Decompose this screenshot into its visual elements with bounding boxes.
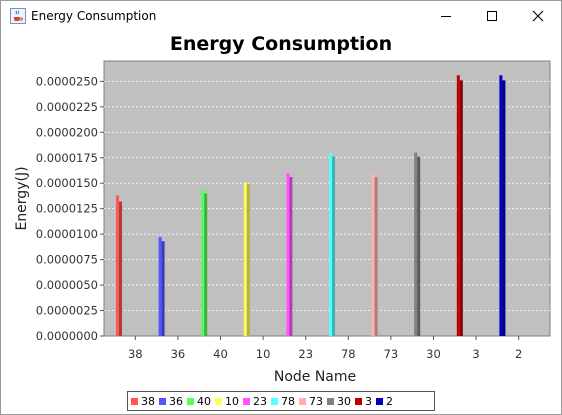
bar-2-pair (502, 80, 506, 336)
bar-78-pair (332, 156, 335, 336)
bar-73 (371, 173, 375, 336)
legend-label: 2 (386, 394, 393, 408)
bar-30 (414, 152, 418, 336)
bar-73-pair (374, 177, 378, 336)
bar-40 (201, 189, 205, 336)
legend-item-30: 30 (327, 395, 351, 408)
bar-40-pair (204, 193, 208, 336)
x-tick-label: 2 (515, 347, 522, 361)
y-tick-label: 0.0000075 (36, 253, 98, 267)
legend-swatch (187, 397, 194, 405)
x-tick-label: 78 (341, 347, 356, 361)
legend-label: 40 (197, 394, 211, 408)
legend-label: 78 (281, 394, 295, 408)
x-tick-label: 10 (256, 347, 271, 361)
y-tick-label: 0.0000125 (36, 202, 98, 216)
y-tick-label: 0.0000000 (36, 329, 98, 343)
legend-label: 38 (141, 394, 155, 408)
legend-swatch (299, 397, 306, 405)
bar-36 (158, 237, 162, 336)
x-tick-label: 30 (426, 347, 441, 361)
y-tick-label: 0.0000150 (36, 176, 98, 190)
legend-item-40: 40 (187, 395, 211, 408)
bar-30-pair (417, 156, 421, 336)
bar-2 (499, 75, 503, 336)
legend-item-38: 38 (131, 395, 155, 408)
x-tick-label: 3 (472, 347, 479, 361)
legend-swatch (271, 397, 278, 405)
x-tick-label: 40 (213, 347, 228, 361)
legend-swatch (376, 397, 383, 405)
chart-legend: 38 36 40 10 23 78 73 30 3 2 (127, 391, 435, 411)
legend-swatch (243, 397, 250, 405)
bar-38 (116, 195, 119, 336)
close-button[interactable] (515, 1, 561, 31)
legend-item-3: 3 (355, 395, 372, 408)
window-title: Energy Consumption (31, 9, 157, 23)
legend-swatch (355, 397, 362, 405)
title-bar[interactable]: Energy Consumption (1, 1, 561, 31)
legend-swatch (159, 397, 166, 405)
minimize-icon (441, 16, 451, 17)
y-tick-label: 0.0000025 (36, 304, 98, 318)
legend-label: 3 (365, 394, 372, 408)
legend-label: 30 (337, 394, 351, 408)
legend-item-23: 23 (243, 395, 267, 408)
bar-10-pair (246, 184, 250, 336)
y-tick-label: 0.0000225 (36, 100, 98, 114)
bar-78 (329, 152, 332, 336)
chart-title: Energy Consumption (169, 33, 393, 55)
y-tick-label: 0.0000200 (36, 125, 98, 139)
legend-label: 36 (169, 394, 183, 408)
legend-item-10: 10 (215, 395, 239, 408)
legend-item-78: 78 (271, 395, 295, 408)
bar-36-pair (161, 241, 165, 336)
x-axis-label: Node Name (274, 369, 356, 385)
x-tick-label: 36 (171, 347, 186, 361)
bar-3-pair (459, 80, 463, 336)
y-axis-label: Energy(J) (14, 166, 30, 230)
legend-item-36: 36 (159, 395, 183, 408)
minimize-button[interactable] (423, 1, 469, 31)
bar-3 (456, 75, 460, 336)
x-tick-label: 23 (298, 347, 313, 361)
legend-swatch (215, 397, 222, 405)
bar-38-pair (119, 201, 122, 336)
close-icon (532, 10, 544, 22)
legend-item-73: 73 (299, 395, 323, 408)
java-cup-icon (10, 8, 26, 24)
legend-swatch (131, 397, 138, 405)
bar-10 (243, 182, 247, 336)
maximize-icon (487, 11, 497, 21)
x-tick-label: 73 (384, 347, 399, 361)
bar-23 (286, 173, 290, 336)
y-tick-label: 0.0000250 (36, 74, 98, 88)
legend-label: 23 (253, 394, 267, 408)
legend-item-2: 2 (376, 395, 393, 408)
legend-label: 73 (309, 394, 323, 408)
legend-label: 10 (225, 394, 239, 408)
y-tick-label: 0.0000050 (36, 278, 98, 292)
y-tick-label: 0.0000175 (36, 151, 98, 165)
y-tick-label: 0.0000100 (36, 227, 98, 241)
bar-23-pair (289, 177, 293, 336)
plot-area (103, 60, 551, 337)
x-tick-label: 38 (128, 347, 143, 361)
maximize-button[interactable] (469, 1, 515, 31)
legend-swatch (327, 397, 334, 405)
